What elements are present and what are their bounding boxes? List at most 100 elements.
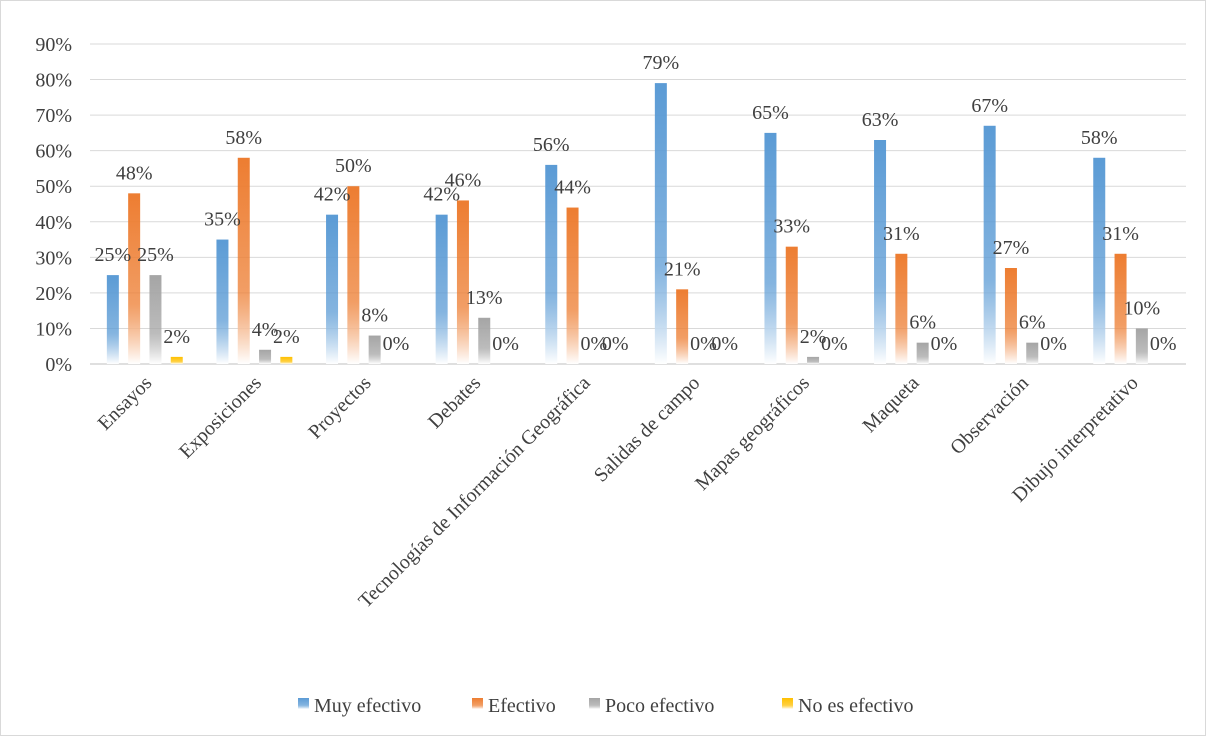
bar-efectivo-tecnologias-de-informacion-geografica <box>566 207 579 364</box>
data-label: 25% <box>137 244 174 266</box>
bar-poco-efectivo-mapas-geograficos <box>807 356 820 364</box>
y-tick-label: 90% <box>35 34 72 56</box>
bar-poco-efectivo-dibujo-interpretativo <box>1135 328 1148 364</box>
y-axis-ticks: 0% 10% 20% 30% 40% 50% 60% 70% 80% 90% <box>35 34 72 376</box>
category-label-exposiciones: Exposiciones <box>175 372 266 463</box>
bar-no-es-efectivo-exposiciones <box>280 356 293 364</box>
category-label-salidas-de-campo: Salidas de campo <box>590 372 705 487</box>
bar-efectivo-observacion <box>1004 268 1017 364</box>
legend-swatch-muy-efectivo <box>298 698 309 709</box>
data-label: 8% <box>361 305 388 327</box>
data-label: 6% <box>1019 312 1046 334</box>
data-label: 63% <box>862 109 899 131</box>
bars <box>106 83 1148 365</box>
data-label: 0% <box>492 333 519 355</box>
x-axis-categories: Ensayos Exposiciones Proyectos DebatesTecno… <box>94 372 1143 612</box>
data-label: 2% <box>800 326 827 348</box>
legend: Muy efectivo Efectivo Poco efectivo No es e… <box>298 695 914 717</box>
data-label: 0% <box>931 333 958 355</box>
gridlines <box>90 43 1186 365</box>
y-tick-label: 30% <box>35 247 72 269</box>
data-label: 50% <box>335 155 372 177</box>
data-label: 0% <box>602 333 629 355</box>
data-label: 0% <box>711 333 738 355</box>
data-label: 2% <box>163 326 190 348</box>
legend-label-poco-efectivo: Poco efectivo <box>605 695 714 717</box>
legend-swatch-no-es-efectivo <box>782 698 793 709</box>
data-labels: 25%48%25%2%35%58%4%2%42%50%8%0%42%46%13%… <box>95 52 1177 355</box>
y-tick-label: 60% <box>35 141 72 163</box>
bar-muy-efectivo-proyectos <box>326 214 339 364</box>
data-label: 46% <box>445 169 482 191</box>
category-label-debates: Debates <box>424 372 485 433</box>
legend-label-no-es-efectivo: No es efectivo <box>798 695 914 717</box>
y-tick-label: 40% <box>35 212 72 234</box>
data-label: 27% <box>993 237 1030 259</box>
legend-label-efectivo: Efectivo <box>488 695 556 717</box>
category-label-mapas-geograficos: Mapas geográficos <box>691 372 814 495</box>
data-label: 2% <box>273 326 300 348</box>
data-label: 33% <box>773 216 810 238</box>
legend-label-muy-efectivo: Muy efectivo <box>314 695 421 717</box>
category-label-tecnologias-de-informacion-geografica: Tecnologías de Información Geográfica <box>354 372 594 612</box>
data-label: 35% <box>204 209 241 231</box>
data-label: 31% <box>883 223 920 245</box>
data-label: 42% <box>314 184 351 206</box>
data-label: 0% <box>1150 333 1177 355</box>
data-label: 0% <box>1040 333 1067 355</box>
bar-poco-efectivo-maqueta <box>916 342 929 364</box>
bar-efectivo-salidas-de-campo <box>676 289 689 364</box>
bar-efectivo-dibujo-interpretativo <box>1114 253 1127 364</box>
bar-muy-efectivo-salidas-de-campo <box>654 83 667 364</box>
data-label: 21% <box>664 258 701 280</box>
bar-efectivo-mapas-geograficos <box>785 246 798 364</box>
data-label: 31% <box>1102 223 1139 245</box>
y-tick-label: 80% <box>35 70 72 92</box>
bar-muy-efectivo-maqueta <box>874 140 887 364</box>
bar-efectivo-maqueta <box>895 253 908 364</box>
bar-muy-efectivo-exposiciones <box>216 239 229 364</box>
y-tick-label: 10% <box>35 318 72 340</box>
data-label: 0% <box>690 333 717 355</box>
data-label: 13% <box>466 287 503 309</box>
bar-poco-efectivo-exposiciones <box>259 349 272 364</box>
category-label-proyectos: Proyectos <box>304 372 375 443</box>
data-label: 10% <box>1124 297 1161 319</box>
category-label-observacion: Observación <box>946 372 1033 459</box>
bar-muy-efectivo-ensayos <box>106 275 119 364</box>
data-label: 65% <box>752 102 789 124</box>
data-label: 0% <box>821 333 848 355</box>
data-label: 42% <box>423 184 460 206</box>
data-label: 6% <box>909 312 936 334</box>
y-tick-label: 20% <box>35 283 72 305</box>
bar-muy-efectivo-debates <box>435 214 448 364</box>
y-tick-label: 50% <box>35 176 72 198</box>
legend-swatch-poco-efectivo <box>589 698 600 709</box>
data-label: 4% <box>252 319 279 341</box>
data-label: 25% <box>95 244 132 266</box>
data-label: 0% <box>383 333 410 355</box>
bar-muy-efectivo-tecnologias-de-informacion-geografica <box>545 164 558 364</box>
bar-poco-efectivo-observacion <box>1026 342 1039 364</box>
bar-muy-efectivo-mapas-geograficos <box>764 132 777 364</box>
bar-efectivo-proyectos <box>347 186 360 364</box>
data-label: 56% <box>533 134 570 156</box>
bar-poco-efectivo-ensayos <box>149 275 162 364</box>
category-label-maqueta: Maqueta <box>858 372 923 437</box>
data-label: 48% <box>116 162 153 184</box>
legend-swatch-efectivo <box>472 698 483 709</box>
bar-poco-efectivo-proyectos <box>368 335 381 364</box>
category-label-ensayos: Ensayos <box>94 372 157 435</box>
y-tick-label: 70% <box>35 105 72 127</box>
data-label: 0% <box>581 333 608 355</box>
bar-muy-efectivo-observacion <box>983 125 996 365</box>
data-label: 79% <box>643 52 680 74</box>
bar-efectivo-debates <box>456 200 469 364</box>
data-label: 44% <box>554 177 591 199</box>
y-tick-label: 0% <box>45 354 72 376</box>
data-label: 58% <box>225 127 262 149</box>
data-label: 58% <box>1081 127 1118 149</box>
bar-muy-efectivo-dibujo-interpretativo <box>1093 157 1106 364</box>
